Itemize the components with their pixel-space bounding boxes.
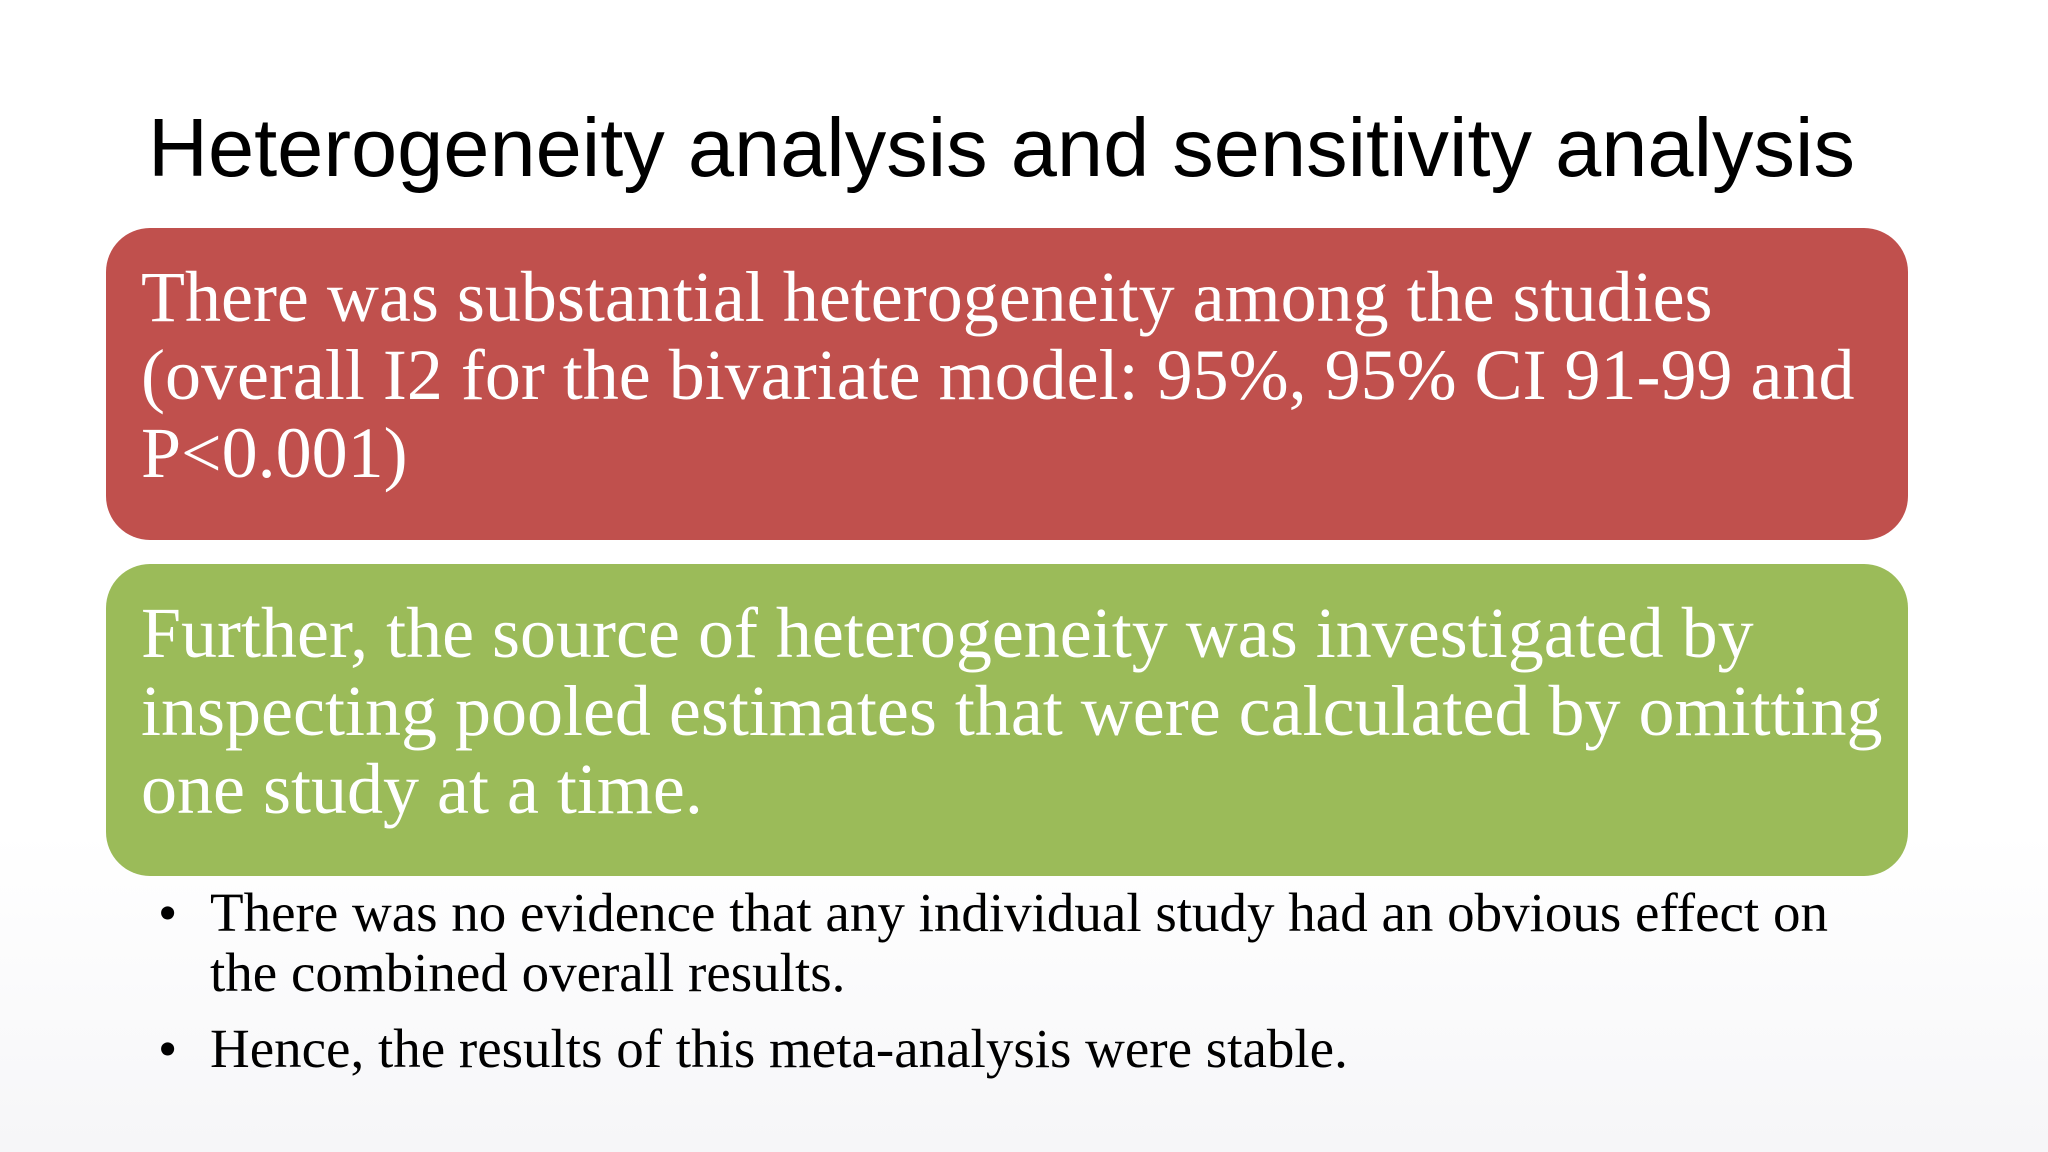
background-gradient xyxy=(0,832,2048,1152)
heterogeneity-finding-text: There was substantial heterogeneity amon… xyxy=(141,257,1855,493)
bullet-item: • Hence, the results of this meta-analys… xyxy=(158,1019,1858,1079)
sensitivity-method-text: Further, the source of heterogeneity was… xyxy=(141,593,1883,829)
bullet-icon: • xyxy=(158,1018,178,1079)
bullet-text: There was no evidence that any individua… xyxy=(210,882,1828,1003)
conclusion-bullet-list: • There was no evidence that any individ… xyxy=(158,883,1858,1095)
bullet-icon: • xyxy=(158,882,178,943)
bullet-item: • There was no evidence that any individ… xyxy=(158,883,1858,1003)
sensitivity-method-box: Further, the source of heterogeneity was… xyxy=(106,564,1908,876)
bullet-text: Hence, the results of this meta-analysis… xyxy=(210,1018,1348,1079)
heterogeneity-finding-box: There was substantial heterogeneity amon… xyxy=(106,228,1908,540)
slide-title: Heterogeneity analysis and sensitivity a… xyxy=(148,101,1855,194)
